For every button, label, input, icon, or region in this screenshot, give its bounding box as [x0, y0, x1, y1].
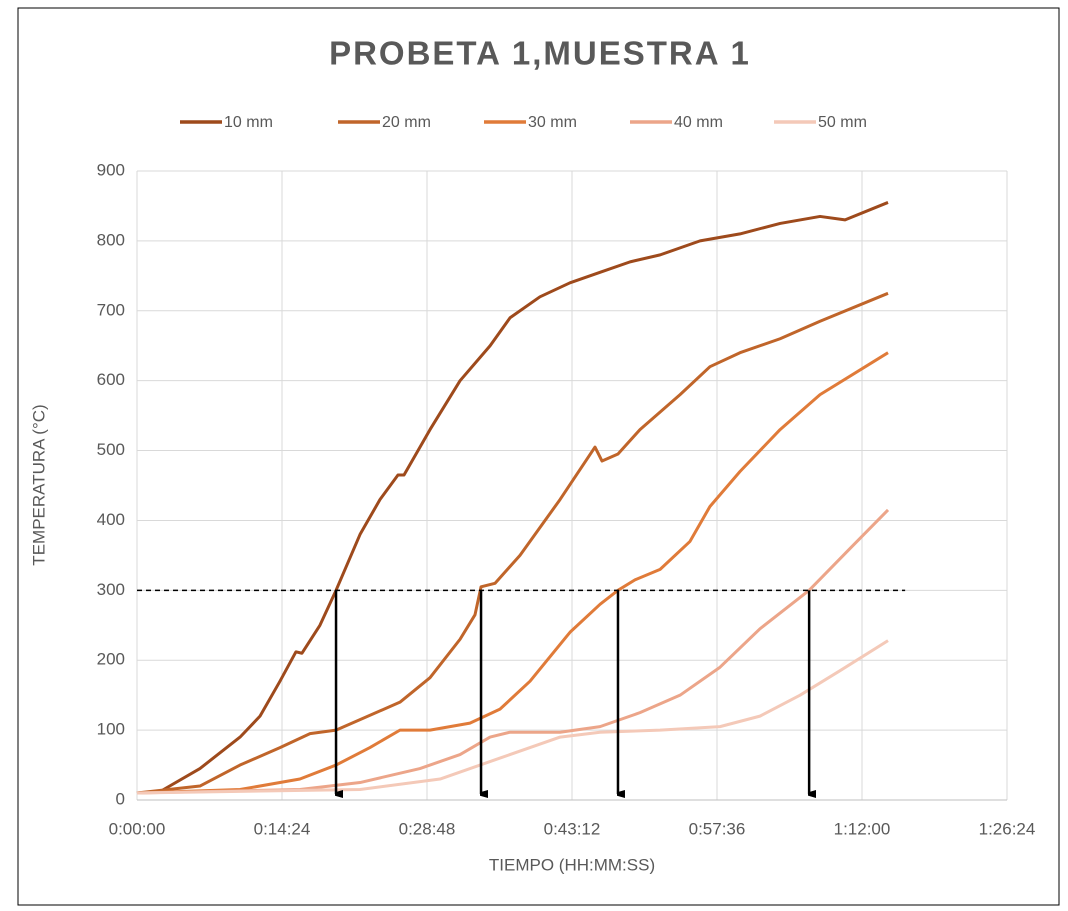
y-tick-label: 500 [97, 440, 125, 459]
data-line [136, 291, 889, 795]
x-tick-label: 1:26:24 [979, 819, 1036, 838]
y-tick-label: 900 [97, 160, 125, 179]
y-tick-label: 600 [97, 370, 125, 389]
data-line [136, 639, 889, 795]
x-tick-label: 0:14:24 [254, 819, 311, 838]
y-tick-label: 0 [116, 789, 125, 808]
legend-label: 40 mm [674, 114, 723, 131]
x-tick-label: 0:00:00 [109, 819, 166, 838]
data-line [136, 508, 890, 795]
data-line [136, 351, 889, 795]
legend-label: 10 mm [224, 114, 273, 131]
y-tick-label: 800 [97, 230, 125, 249]
legend-label: 20 mm [382, 114, 431, 131]
x-axis-label: TIEMPO (HH:MM:SS) [489, 855, 655, 874]
y-tick-label: 200 [97, 650, 125, 669]
data-line [136, 201, 889, 795]
x-tick-label: 0:43:12 [544, 819, 601, 838]
chart-frame [17, 7, 1060, 906]
x-tick-label: 1:12:00 [834, 819, 891, 838]
y-axis-label: TEMPERATURA (°C) [29, 404, 48, 565]
x-tick-label: 0:57:36 [689, 819, 746, 838]
legend-label: 30 mm [528, 114, 577, 131]
legend-label: 50 mm [818, 114, 867, 131]
chart-title: PROBETA 1,MUESTRA 1 [329, 35, 751, 72]
y-tick-label: 700 [97, 300, 125, 319]
y-tick-label: 300 [97, 580, 125, 599]
y-tick-label: 400 [97, 510, 125, 529]
x-tick-label: 0:28:48 [399, 819, 456, 838]
y-tick-label: 100 [97, 720, 125, 739]
